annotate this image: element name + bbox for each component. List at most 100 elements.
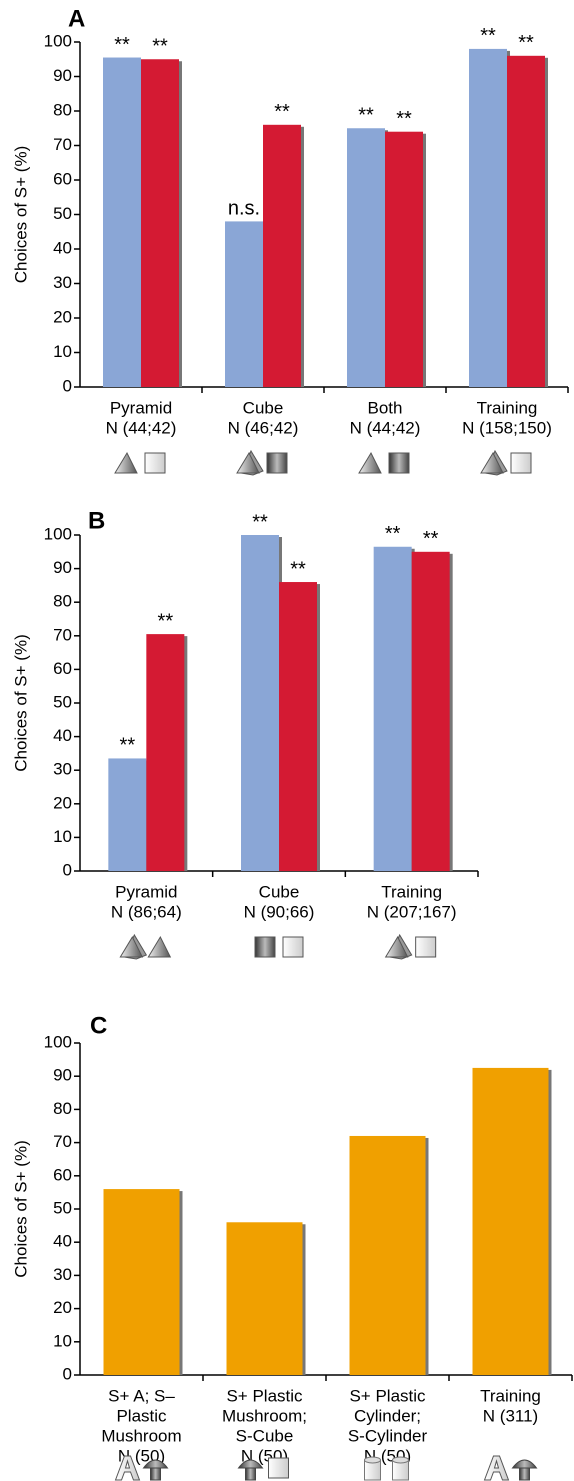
sample-size: N (46;42) xyxy=(228,418,299,437)
significance-label: ** xyxy=(423,528,439,550)
y-tick-label: 90 xyxy=(53,558,72,577)
icon xyxy=(513,1460,537,1480)
icon xyxy=(416,937,436,957)
icon-shape xyxy=(246,1468,256,1480)
significance-label: ** xyxy=(480,25,496,47)
bar xyxy=(108,758,146,871)
y-tick-label: 100 xyxy=(44,1032,72,1051)
x-tick-label: Mushroom; xyxy=(222,1406,307,1425)
y-tick-label: 20 xyxy=(53,1298,72,1317)
y-tick-label: 0 xyxy=(63,860,72,879)
icon xyxy=(485,1456,509,1480)
icon xyxy=(511,453,531,473)
x-tick-label: Cylinder; xyxy=(354,1406,421,1425)
icon-shape xyxy=(393,1457,409,1463)
panel-label: B xyxy=(88,507,105,534)
y-tick-label: 10 xyxy=(53,827,72,846)
y-axis-label: Choices of S+ (%) xyxy=(11,634,30,771)
y-tick-label: 40 xyxy=(53,1232,72,1251)
icon xyxy=(267,453,287,473)
icon-shape xyxy=(513,1460,537,1468)
icon xyxy=(386,935,412,959)
panel-label: A xyxy=(68,5,85,32)
x-tick-label: Pyramid xyxy=(110,398,172,417)
x-tick-label: Pyramid xyxy=(115,882,177,901)
x-tick-label: Plastic xyxy=(116,1406,167,1425)
significance-label: ** xyxy=(120,735,136,757)
bar xyxy=(385,132,423,387)
y-tick-label: 50 xyxy=(53,692,72,711)
y-tick-label: 20 xyxy=(53,307,72,326)
y-tick-label: 60 xyxy=(53,1165,72,1184)
y-tick-label: 0 xyxy=(63,376,72,395)
y-tick-label: 50 xyxy=(53,1198,72,1217)
sample-size: N (44;42) xyxy=(106,418,177,437)
icon-shape xyxy=(359,453,381,473)
bar xyxy=(141,59,179,387)
significance-label: ** xyxy=(290,558,306,580)
bar xyxy=(374,547,412,871)
y-tick-label: 80 xyxy=(53,592,72,611)
bar xyxy=(469,49,507,387)
icon xyxy=(365,1457,381,1480)
x-tick-label: Cube xyxy=(259,882,300,901)
y-tick-label: 50 xyxy=(53,204,72,223)
y-tick-label: 80 xyxy=(53,1099,72,1118)
y-tick-label: 40 xyxy=(53,726,72,745)
bar xyxy=(412,552,450,871)
bar xyxy=(279,582,317,871)
icon-shape xyxy=(269,1458,289,1478)
x-tick-label: S-Cube xyxy=(236,1426,294,1445)
significance-label: n.s. xyxy=(228,198,260,220)
icon xyxy=(255,937,275,957)
bar xyxy=(263,125,301,387)
significance-label: ** xyxy=(518,32,534,54)
icon-shape xyxy=(115,453,137,473)
sample-size: N (207;167) xyxy=(367,902,457,921)
significance-label: ** xyxy=(158,610,174,632)
significance-label: ** xyxy=(385,523,401,545)
y-tick-label: 100 xyxy=(44,524,72,543)
figure: A Choices of S+ (%) 0 10 20 30 40 50 60 70 80 90 100… xyxy=(0,0,574,1481)
y-tick-label: 90 xyxy=(53,1066,72,1085)
x-tick-label: S-Cylinder xyxy=(348,1426,428,1445)
x-tick-label: S+ A; S– xyxy=(108,1386,175,1405)
bar xyxy=(146,634,184,871)
y-tick-label: 30 xyxy=(53,760,72,779)
sample-size: N (44;42) xyxy=(350,418,421,437)
icon-shape xyxy=(485,1456,509,1480)
y-tick-label: 80 xyxy=(53,100,72,119)
y-tick-label: 70 xyxy=(53,625,72,644)
icon-shape xyxy=(267,453,287,473)
significance-label: ** xyxy=(152,36,168,58)
significance-label: ** xyxy=(252,511,268,533)
icon xyxy=(393,1457,409,1480)
bar xyxy=(473,1068,549,1375)
significance-label: ** xyxy=(114,34,130,56)
icon xyxy=(389,453,409,473)
icon-shape xyxy=(365,1457,381,1463)
bar xyxy=(104,1189,180,1375)
bar xyxy=(507,56,545,387)
icon xyxy=(283,937,303,957)
bar xyxy=(103,58,141,387)
significance-label: ** xyxy=(396,108,412,130)
icon-shape xyxy=(416,937,436,957)
sample-size: N (90;66) xyxy=(244,902,315,921)
y-axis-label: Choices of S+ (%) xyxy=(11,1140,30,1277)
icon-shape xyxy=(151,1468,161,1480)
y-tick-label: 30 xyxy=(53,1265,72,1284)
y-tick-label: 60 xyxy=(53,169,72,188)
bar xyxy=(241,535,279,871)
panel-label: C xyxy=(90,1012,107,1039)
y-tick-label: 60 xyxy=(53,659,72,678)
icon-shape xyxy=(145,453,165,473)
x-tick-label: S+ Plastic xyxy=(349,1386,426,1405)
y-tick-label: 20 xyxy=(53,793,72,812)
sample-size: N (158;150) xyxy=(462,418,552,437)
icon xyxy=(481,451,507,475)
icon xyxy=(269,1458,289,1478)
y-tick-label: 0 xyxy=(63,1364,72,1383)
icon-shape xyxy=(520,1468,530,1480)
icon-shape xyxy=(255,937,275,957)
